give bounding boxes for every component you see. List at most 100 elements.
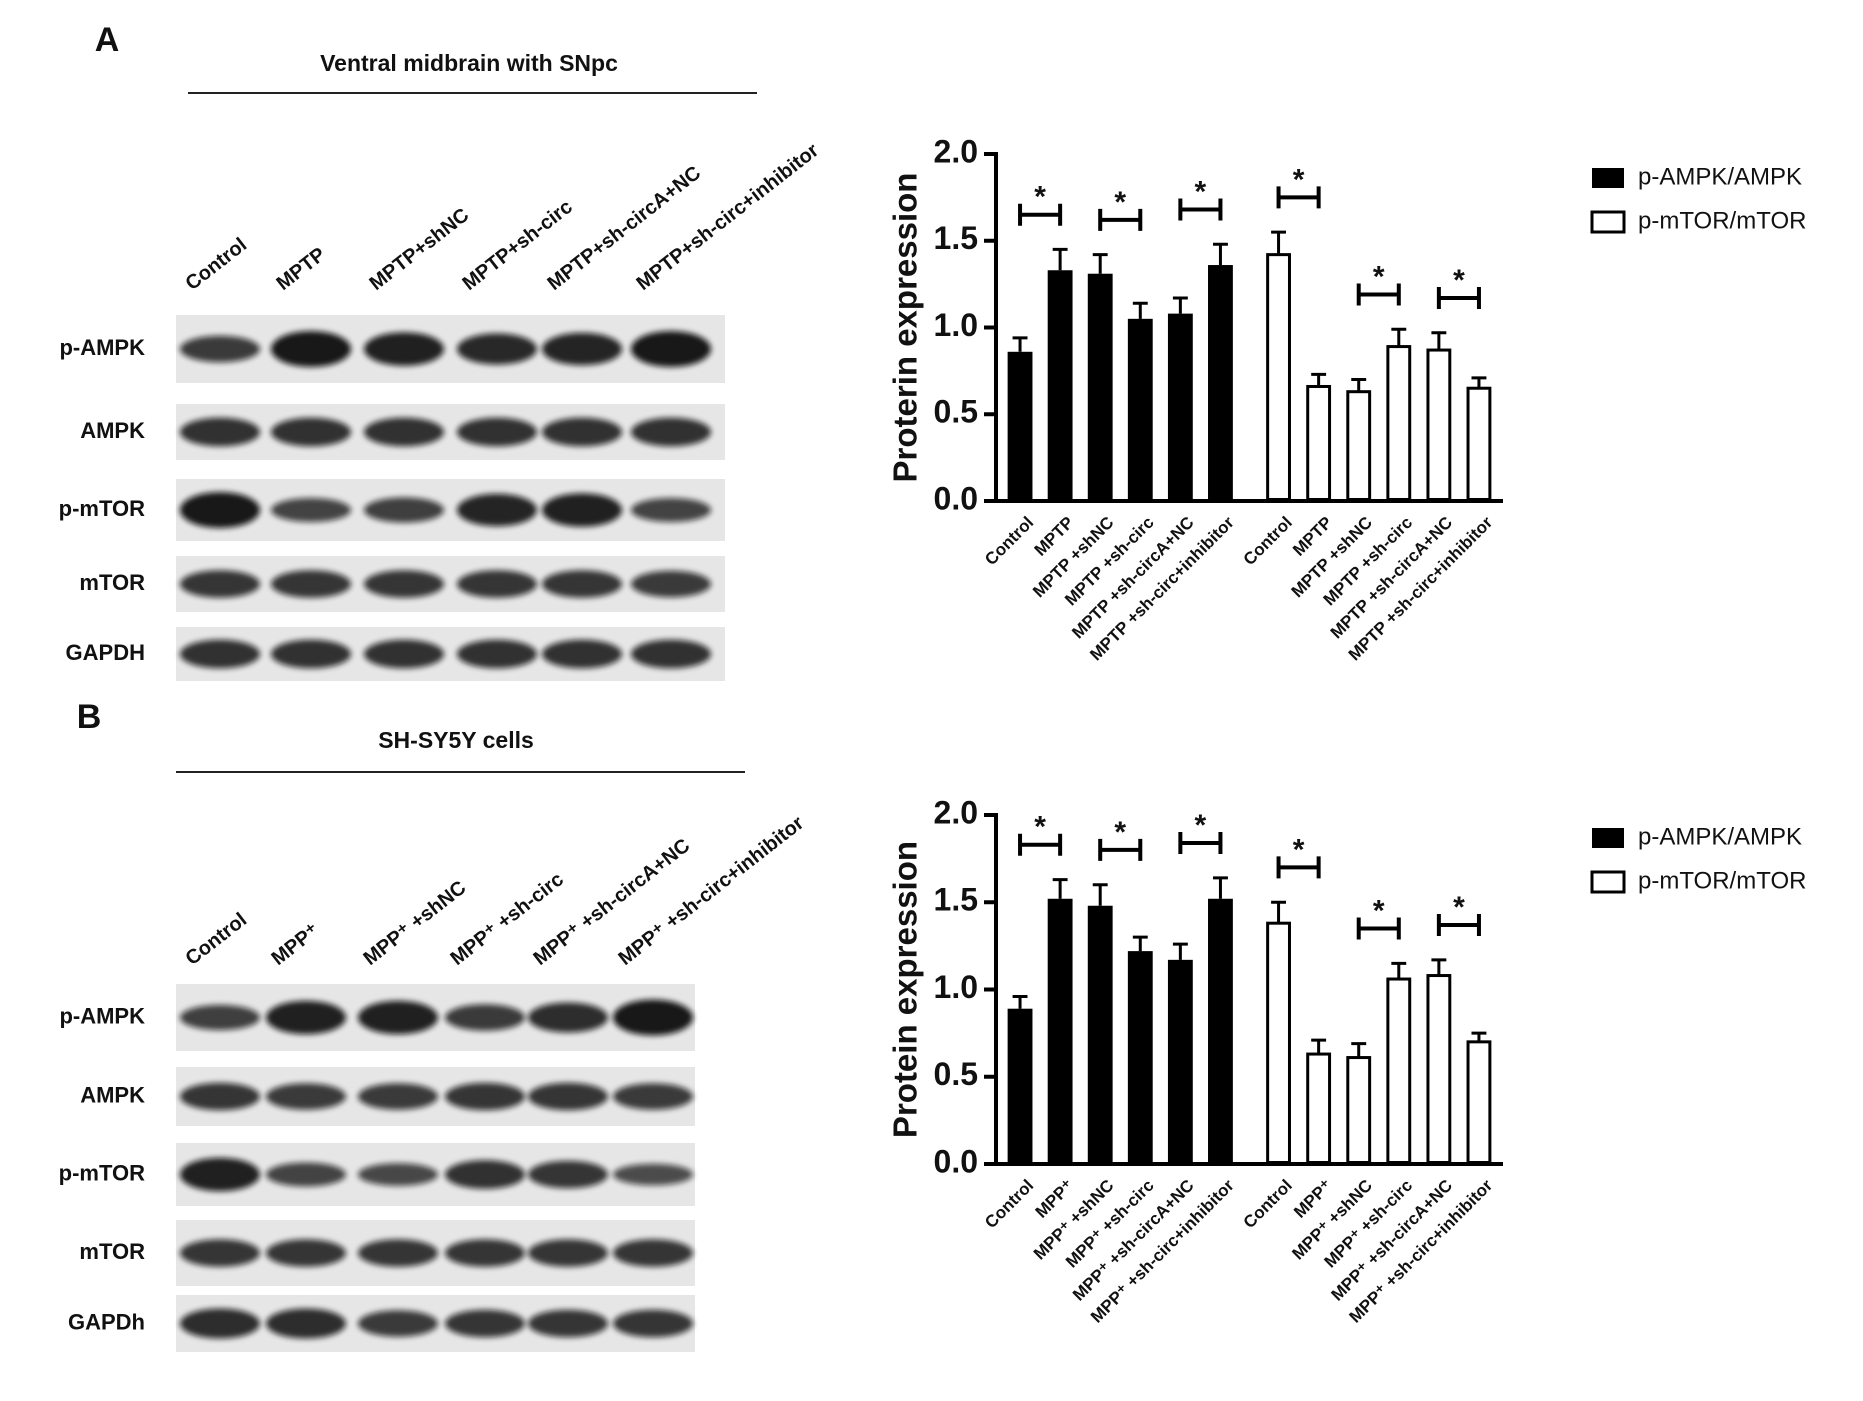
blot-band (613, 1309, 693, 1338)
blot-band (457, 417, 537, 447)
blot-band (631, 498, 711, 522)
error-bar (1431, 958, 1447, 976)
x-tick-label: Control (981, 1176, 1037, 1232)
bar (1167, 959, 1193, 1164)
significance-label: * (1034, 181, 1046, 214)
blot-band (542, 639, 622, 669)
bar (1208, 898, 1233, 1164)
blot-band (457, 333, 537, 365)
error-bar (1132, 301, 1148, 319)
error-bar (1271, 230, 1287, 255)
row-label: p-mTOR (59, 496, 145, 521)
blot-band (542, 570, 622, 598)
significance-label: * (1195, 809, 1207, 842)
lane-label: MPP⁺ (268, 919, 324, 970)
blot-band (266, 1308, 346, 1339)
blot-band (271, 417, 351, 447)
blot-band (364, 332, 444, 366)
row-label: GAPDh (68, 1309, 145, 1334)
bar (1127, 951, 1153, 1164)
significance-label: * (1114, 816, 1126, 849)
blot-band (271, 639, 351, 669)
blot-band (266, 1162, 346, 1187)
legend-swatch (1590, 870, 1626, 894)
row-label: p-mTOR (59, 1160, 145, 1185)
bar (1167, 313, 1193, 501)
panel-letter: A (95, 21, 120, 59)
y-tick-label: 1.5 (934, 882, 978, 918)
blot-band (542, 417, 622, 447)
bar (1306, 1052, 1332, 1164)
significance-label: * (1453, 891, 1465, 924)
blot-band (180, 492, 260, 528)
error-bar (1052, 878, 1068, 899)
legend-label: p-AMPK/AMPK (1638, 823, 1802, 850)
blot-band (631, 331, 711, 367)
blot-band (180, 1239, 260, 1267)
blot-band (180, 1004, 260, 1031)
error-bar (1172, 942, 1188, 960)
blot-band (180, 1308, 260, 1339)
legend-swatch (1592, 168, 1624, 188)
significance-bracket (1356, 917, 1401, 940)
blot-band (457, 570, 537, 598)
lane-label: Control (182, 234, 252, 295)
blot-band (613, 1239, 693, 1267)
bar (1346, 390, 1372, 502)
bar (1087, 905, 1113, 1164)
blot-band (271, 331, 351, 367)
blot-band (542, 332, 622, 366)
significance-label: * (1293, 163, 1305, 196)
row-label: p-AMPK (59, 1003, 145, 1028)
error-bar (1271, 900, 1287, 924)
blot-band (445, 1082, 525, 1111)
blot-band (180, 639, 260, 669)
error-bar (1012, 994, 1028, 1009)
bar (1386, 345, 1412, 501)
legend-swatch (1590, 210, 1626, 234)
blot-band (358, 1239, 438, 1267)
row-label: AMPK (80, 418, 145, 443)
blot-band (364, 497, 444, 523)
significance-bracket (1098, 208, 1143, 231)
error-bar (1132, 935, 1148, 952)
significance-bracket (1436, 913, 1481, 936)
y-tick-label: 1.0 (934, 969, 978, 1005)
blot-band (445, 1239, 525, 1267)
blot-band (180, 1157, 260, 1192)
row-label: mTOR (79, 1239, 145, 1264)
row-label: p-AMPK (59, 335, 145, 360)
x-tick-label: Control (1240, 1176, 1296, 1232)
blot-band (528, 1160, 608, 1189)
bar (1127, 318, 1153, 501)
blot-band (180, 335, 260, 363)
blot-band (266, 1083, 346, 1110)
blot-band (180, 417, 260, 447)
blot-band (445, 1004, 525, 1031)
bar (1346, 1056, 1372, 1165)
blot-title: Ventral midbrain with SNpc (320, 50, 618, 76)
y-tick-label: 0.5 (934, 394, 978, 430)
blot-band (542, 493, 622, 527)
y-tick-label: 1.5 (934, 220, 978, 256)
error-bar (1212, 242, 1228, 266)
blot-title: SH-SY5Y cells (378, 727, 534, 753)
x-tick-label: Control (1240, 513, 1296, 569)
blot-band (358, 1083, 438, 1110)
legend-label: p-AMPK/AMPK (1638, 163, 1802, 190)
significance-label: * (1453, 264, 1465, 297)
significance-label: * (1195, 176, 1207, 209)
lane-label: Control (182, 909, 252, 970)
error-bar (1351, 1042, 1367, 1058)
blot-band (457, 493, 537, 527)
significance-bracket (1098, 838, 1143, 861)
bar (1087, 273, 1113, 501)
lane-label: MPTP+shNC (366, 204, 474, 295)
blot-band (358, 1310, 438, 1337)
lane-label: MPTP+sh-circ+inhibitor (633, 139, 824, 295)
y-tick-label: 0.5 (934, 1056, 978, 1092)
error-bar (1471, 376, 1487, 389)
blot-band (364, 570, 444, 598)
blot-band (364, 639, 444, 669)
